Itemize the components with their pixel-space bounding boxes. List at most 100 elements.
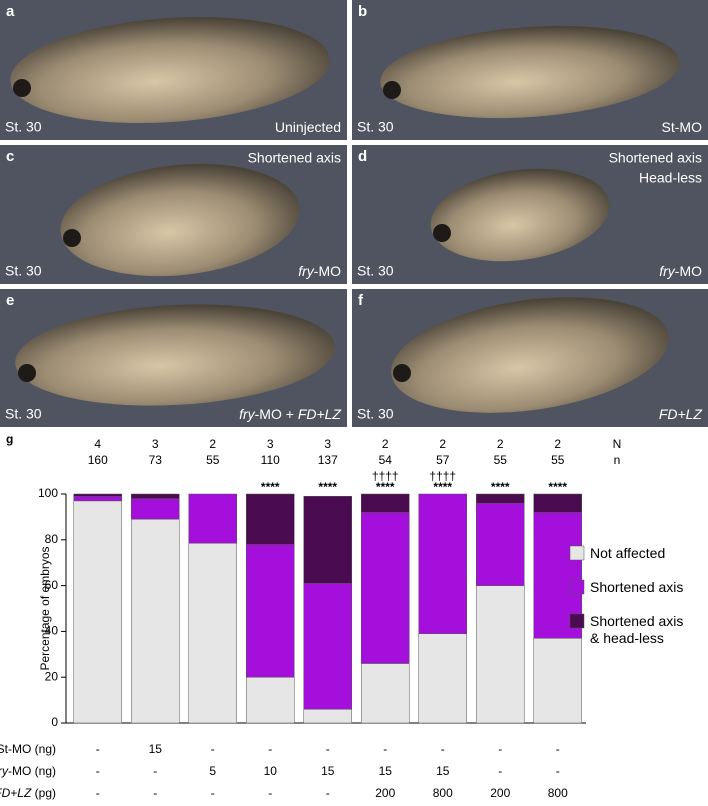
text-part: FD+LZ xyxy=(0,786,32,800)
condition-label: fry-MO xyxy=(659,263,702,279)
condition-value: 15 xyxy=(436,764,450,778)
annotation: Shortened axis xyxy=(248,150,341,166)
condition-label: Uninjected xyxy=(275,119,341,135)
bar-segment xyxy=(246,544,295,678)
bar-segment xyxy=(131,493,180,499)
condition-value: - xyxy=(498,764,502,778)
condition-name: St-MO (ng) xyxy=(0,742,56,756)
legend-entry: Shortened axis xyxy=(590,579,683,595)
condition-value: - xyxy=(96,764,100,778)
stage-label: St. 30 xyxy=(5,263,42,279)
condition-label: fry-MO xyxy=(298,263,341,279)
legend-swatch xyxy=(569,613,585,629)
stage-label: St. 30 xyxy=(357,119,394,135)
condition-value: - xyxy=(211,742,215,756)
condition-value: 10 xyxy=(264,764,278,778)
bar-segment xyxy=(73,493,122,497)
panel-letter: c xyxy=(6,148,14,165)
condition-name: fry-MO (ng) xyxy=(0,764,56,778)
condition-value: 200 xyxy=(375,786,395,800)
bar-segment xyxy=(361,663,410,724)
condition-value: 15 xyxy=(379,764,393,778)
text-part: fry xyxy=(659,263,676,279)
bar-segment xyxy=(73,496,122,502)
condition-label: St-MO xyxy=(662,119,703,135)
bar-segment xyxy=(476,493,525,504)
annotation: Head-less xyxy=(639,170,702,186)
text-part: -MO xyxy=(675,263,702,279)
legend-swatch xyxy=(569,545,585,561)
text-part: FD+LZ xyxy=(659,406,703,422)
text-part: St-MO (ng) xyxy=(0,742,56,756)
count-label: 110 xyxy=(261,453,280,467)
panel-letter: a xyxy=(6,3,15,20)
bar-segment xyxy=(246,676,295,724)
stage-label: St. 30 xyxy=(5,119,42,135)
stage-label: St. 30 xyxy=(357,263,394,279)
embryo-eye xyxy=(433,224,451,242)
embryo xyxy=(10,16,330,124)
bar-segment xyxy=(303,709,352,724)
count-label: 3 xyxy=(152,437,159,451)
bar-segment xyxy=(303,583,352,710)
bar-segment xyxy=(188,493,237,544)
bar-segment xyxy=(533,493,582,513)
significance-label: **** xyxy=(261,480,280,494)
y-tick-label: 20 xyxy=(45,669,59,683)
count-label: 2 xyxy=(439,437,446,451)
bar-segment xyxy=(131,518,180,724)
bar-segment xyxy=(131,498,180,520)
legend-label: Shortened axis & head-less xyxy=(590,613,684,646)
condition-value: - xyxy=(268,786,272,800)
count-label: 55 xyxy=(494,453,508,467)
text-part: fry xyxy=(0,764,9,778)
condition-value: 5 xyxy=(209,764,216,778)
count-label: 2 xyxy=(382,437,389,451)
bar-segment xyxy=(533,638,582,724)
condition-value: - xyxy=(96,742,100,756)
annotation: Shortened axis xyxy=(609,150,702,166)
bar-segment xyxy=(246,493,295,545)
panel-letter: e xyxy=(6,292,14,309)
y-tick-label: 80 xyxy=(45,532,59,546)
bar-segment xyxy=(188,542,237,724)
y-tick-label: 40 xyxy=(45,624,59,638)
dagger-label: †††† xyxy=(372,469,399,483)
count-label: 2 xyxy=(497,437,504,451)
panel-letter: d xyxy=(358,148,367,165)
embryo xyxy=(391,297,669,413)
condition-value: - xyxy=(211,786,215,800)
dagger-label: †††† xyxy=(429,469,456,483)
legend-entry: Shortened axis & head-less xyxy=(590,613,684,646)
count-label: 73 xyxy=(149,453,163,467)
text-part: (pg) xyxy=(31,786,56,800)
text-part: -MO xyxy=(314,263,341,279)
bar-segment xyxy=(303,496,352,584)
condition-value: - xyxy=(326,786,330,800)
bar-segment xyxy=(418,493,467,634)
bar-segment xyxy=(418,633,467,724)
significance-label: **** xyxy=(433,480,452,494)
panel-letter: b xyxy=(358,3,367,20)
photo-panels: a St. 30 Uninjected b St. 30 St-MO c St. 30 Shor… xyxy=(0,0,708,427)
condition-value: - xyxy=(153,764,157,778)
condition-value: - xyxy=(556,764,560,778)
y-tick-label: 60 xyxy=(45,578,59,592)
embryo-eye xyxy=(18,364,36,382)
significance-label: **** xyxy=(376,480,395,494)
embryo xyxy=(60,163,300,277)
condition-value: - xyxy=(268,742,272,756)
y-tick-label: 100 xyxy=(38,486,58,500)
bar-segment xyxy=(361,512,410,664)
bar-segment xyxy=(476,585,525,724)
condition-name: FD+LZ (pg) xyxy=(0,786,56,800)
y-tick-label: 0 xyxy=(51,715,58,729)
embryo-eye xyxy=(393,364,411,382)
condition-value: 15 xyxy=(149,742,163,756)
count-label: 137 xyxy=(318,453,338,467)
significance-label: **** xyxy=(548,480,567,494)
count-label: 2 xyxy=(554,437,561,451)
embryo-eye xyxy=(63,229,81,247)
bar-chart: g Percentage of embryos 0 20 40 60 80 100 4 3 2 3 3 2… xyxy=(0,432,684,800)
